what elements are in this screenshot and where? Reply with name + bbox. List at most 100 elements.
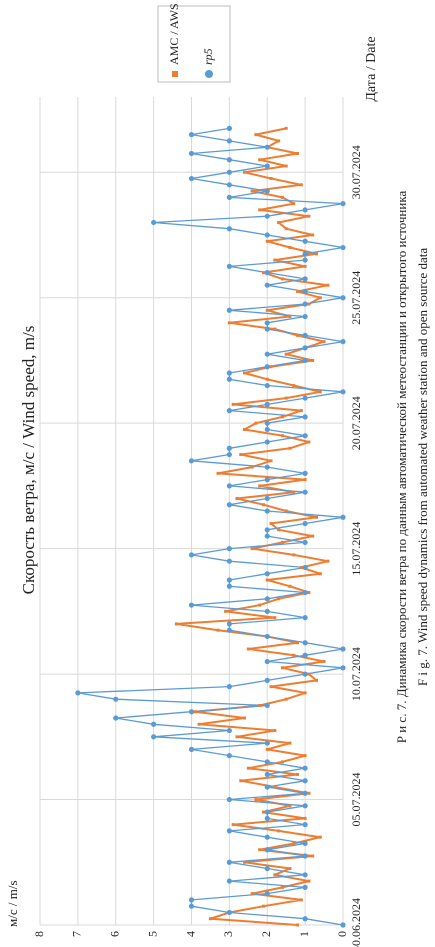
point: [284, 164, 288, 168]
point: [302, 589, 308, 596]
point: [261, 810, 265, 814]
point: [264, 364, 270, 370]
point: [273, 616, 277, 620]
point: [303, 816, 307, 820]
point: [302, 872, 308, 878]
point: [226, 546, 232, 552]
point: [314, 515, 318, 519]
point: [250, 189, 254, 193]
point: [264, 891, 270, 897]
point: [273, 258, 277, 262]
point: [340, 339, 346, 345]
point: [264, 608, 270, 614]
point: [254, 798, 258, 802]
point: [264, 401, 270, 407]
point: [243, 371, 247, 375]
point: [246, 647, 250, 651]
point: [302, 207, 308, 213]
point: [264, 320, 270, 326]
point: [226, 263, 232, 269]
point: [302, 916, 308, 922]
point: [226, 157, 232, 163]
point: [231, 402, 235, 406]
point: [226, 621, 232, 627]
point: [188, 897, 195, 903]
point: [264, 677, 270, 683]
point: [302, 357, 308, 364]
y-tick-label: 2: [259, 931, 273, 937]
point: [264, 188, 270, 194]
point: [303, 754, 307, 758]
point: [216, 471, 220, 475]
point: [288, 446, 292, 450]
point: [302, 414, 308, 420]
point: [302, 345, 308, 351]
point: [226, 577, 232, 583]
point: [264, 815, 270, 821]
point: [340, 665, 346, 671]
point: [264, 847, 270, 853]
y-tick-label: 1: [297, 931, 311, 937]
point: [302, 332, 308, 338]
point: [299, 898, 303, 902]
point: [314, 678, 318, 682]
point: [302, 778, 308, 784]
y-tick-label: 7: [70, 931, 84, 937]
point: [250, 547, 254, 551]
point: [302, 853, 308, 859]
point: [113, 715, 119, 721]
point: [302, 276, 308, 282]
point: [264, 633, 270, 640]
point: [326, 283, 330, 287]
point: [292, 653, 296, 657]
point: [280, 415, 284, 419]
point: [258, 208, 262, 212]
point: [226, 909, 232, 916]
point: [280, 540, 284, 544]
point: [307, 591, 311, 595]
point: [258, 484, 262, 488]
legend-box: [157, 5, 231, 83]
point: [226, 558, 232, 564]
point: [188, 458, 195, 464]
point: [264, 270, 270, 276]
point: [226, 727, 232, 734]
point: [239, 453, 243, 457]
point: [302, 238, 308, 244]
point: [264, 282, 270, 288]
point: [280, 195, 284, 199]
point: [226, 483, 232, 489]
x-tick-label: 20.07.2024: [349, 396, 363, 450]
point: [243, 427, 247, 431]
point: [284, 509, 288, 513]
point: [226, 796, 232, 803]
point: [264, 771, 270, 778]
point: [288, 315, 292, 319]
x-axis-label: Дата / Date: [364, 36, 379, 101]
legend-marker: [205, 70, 213, 78]
point: [299, 183, 303, 187]
point: [340, 514, 346, 520]
point: [288, 804, 292, 808]
point: [318, 390, 322, 394]
point: [265, 747, 269, 751]
y-tick-label: 5: [145, 931, 159, 937]
x-tick-label: 15.07.2024: [349, 522, 363, 576]
point: [265, 578, 269, 582]
point: [307, 302, 311, 306]
point: [264, 213, 270, 219]
point: [284, 697, 288, 701]
point: [226, 451, 232, 458]
point: [243, 860, 247, 864]
point: [216, 628, 220, 632]
point: [264, 702, 270, 709]
point: [340, 389, 346, 395]
point: [288, 741, 292, 745]
point: [264, 533, 270, 539]
point: [318, 572, 322, 576]
point: [288, 246, 292, 250]
x-tick-label: 30.06.2024: [349, 898, 363, 947]
point: [284, 126, 288, 130]
point: [307, 440, 311, 444]
point: [258, 703, 262, 707]
